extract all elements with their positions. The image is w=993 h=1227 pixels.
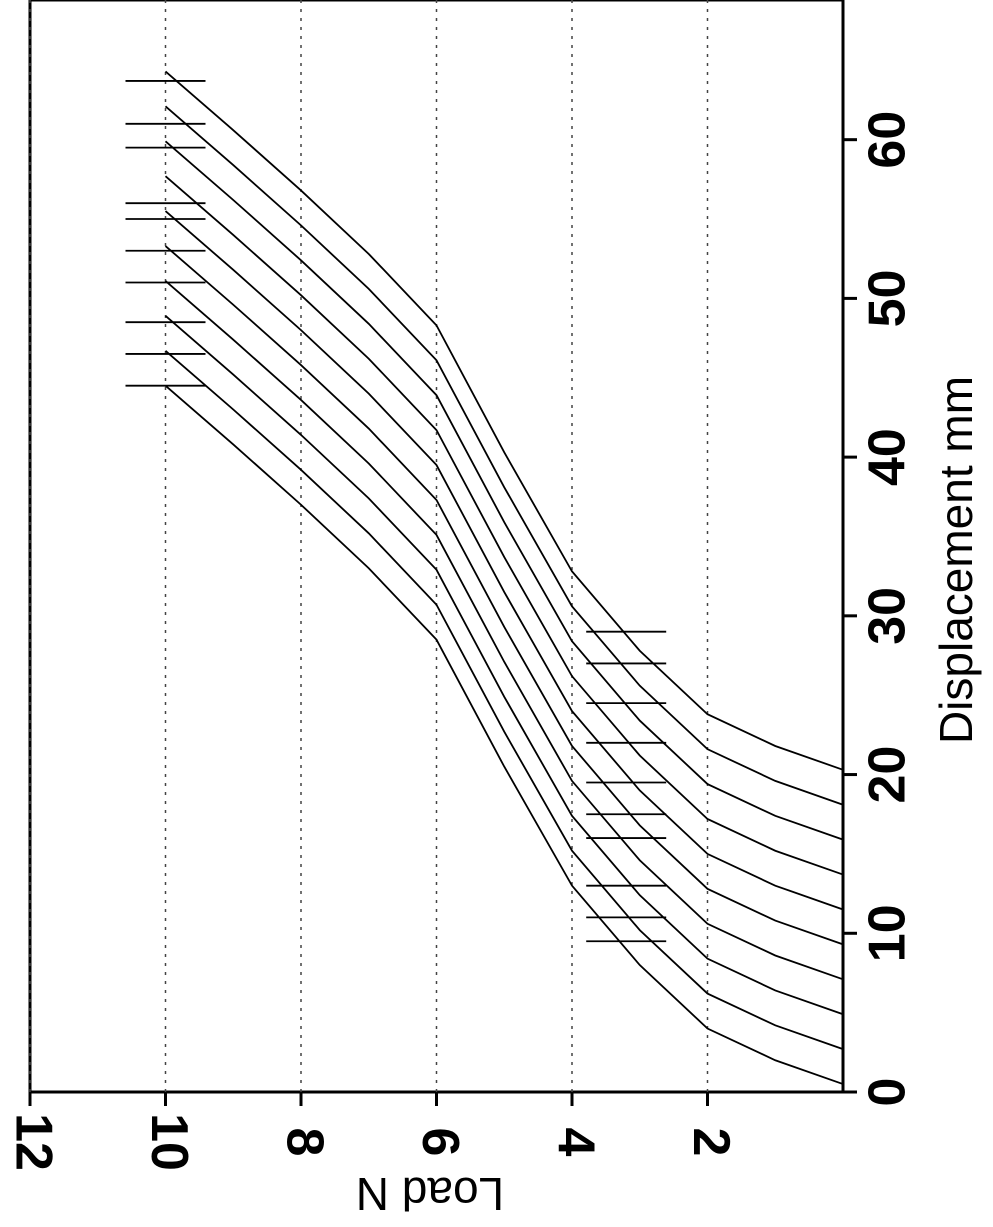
x-tick-label: 10	[859, 904, 917, 962]
curve	[164, 350, 844, 1050]
curve	[164, 385, 844, 1085]
x-tick-label: 40	[859, 428, 917, 486]
x-tick-label: 60	[859, 111, 917, 169]
x-tick-label: 20	[859, 746, 917, 804]
y-tick-label: 4	[546, 1128, 604, 1157]
x-tick-label: 50	[859, 269, 917, 327]
curve	[164, 280, 844, 981]
y-tick-label: 2	[682, 1128, 740, 1157]
y-tick-label: 6	[411, 1128, 469, 1157]
curve	[164, 140, 844, 841]
curve	[164, 70, 844, 771]
x-tick-label: 0	[859, 1078, 917, 1107]
curve	[164, 175, 844, 876]
x-axis-label: Displacement mm	[930, 376, 982, 744]
y-axis-label: Load N	[356, 1168, 504, 1220]
y-tick-label: 12	[4, 1113, 62, 1171]
curve	[164, 210, 844, 911]
y-tick-label: 8	[275, 1128, 333, 1157]
y-tick-label: 10	[140, 1113, 198, 1171]
curve	[164, 105, 844, 806]
curve	[164, 245, 844, 946]
x-tick-label: 30	[859, 587, 917, 645]
curve	[164, 315, 844, 1016]
